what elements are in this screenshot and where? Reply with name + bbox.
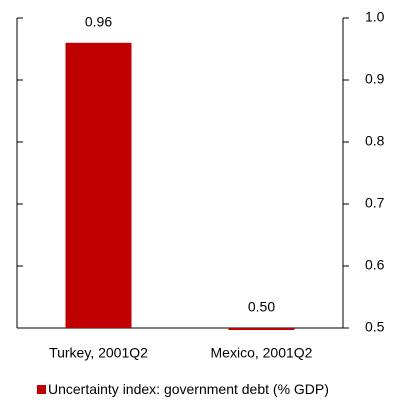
x-tick-label: Turkey, 2001Q2: [49, 345, 148, 361]
chart: 0.5 0.6 0.7 0.8 0.9 1.0 Turkey, 2001Q2 0.96 Mexi…: [16, 9, 385, 361]
y-tick-label: 0.8: [365, 133, 385, 149]
y-tick-label: 0.9: [365, 71, 385, 87]
y-tick-label: 0.6: [365, 257, 385, 273]
value-label: 0.96: [85, 14, 112, 30]
y-tick-label: 0.7: [365, 195, 385, 211]
legend-swatch: [37, 385, 46, 394]
x-tick-label: Mexico, 2001Q2: [211, 345, 313, 361]
legend-item: Uncertainty index: government debt (% GD…: [37, 380, 337, 398]
bar: [65, 42, 132, 329]
bar: [228, 328, 295, 330]
legend: Uncertainty index: government debt (% GD…: [37, 380, 337, 398]
legend-label: Uncertainty index: government debt (% GD…: [48, 381, 329, 397]
y-tick-label: 0.5: [365, 319, 385, 335]
y-tick-label: 1.0: [365, 9, 385, 25]
value-label: 0.50: [248, 299, 275, 315]
